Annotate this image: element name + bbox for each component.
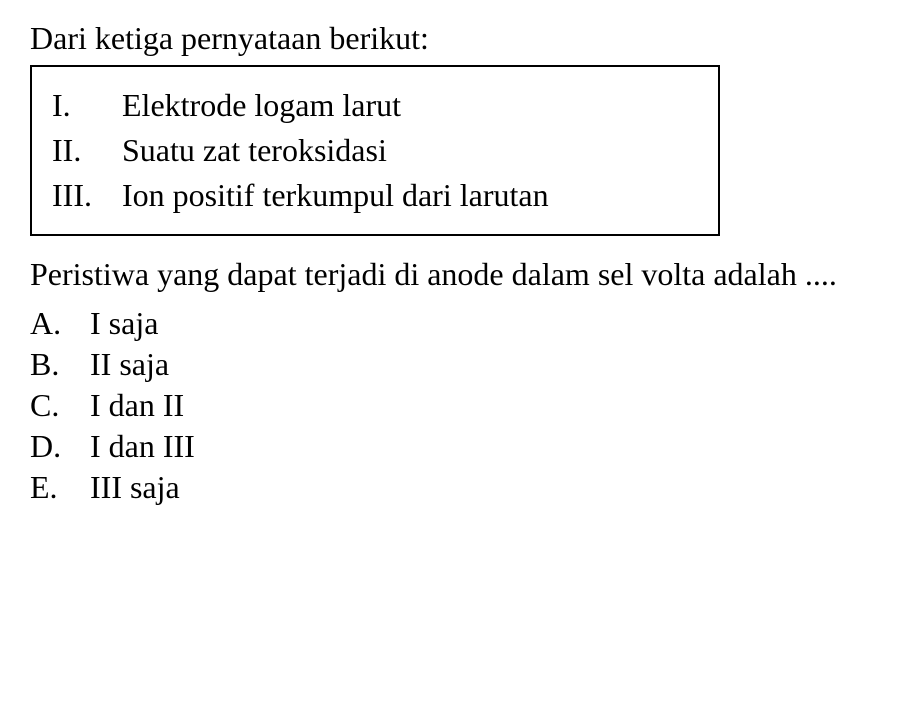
option-text: II saja (90, 346, 169, 383)
option-item: E. III saja (30, 469, 877, 506)
option-item: C. I dan II (30, 387, 877, 424)
option-text: I dan II (90, 387, 184, 424)
option-letter: E. (30, 469, 90, 506)
statements-box: I. Elektrode logam larut II. Suatu zat t… (30, 65, 720, 236)
statement-text: Ion positif terkumpul dari larutan (122, 177, 549, 214)
option-item: D. I dan III (30, 428, 877, 465)
option-letter: C. (30, 387, 90, 424)
statement-item: I. Elektrode logam larut (52, 87, 698, 124)
option-item: A. I saja (30, 305, 877, 342)
statement-item: II. Suatu zat teroksidasi (52, 132, 698, 169)
statement-roman: I. (52, 87, 122, 124)
statement-roman: II. (52, 132, 122, 169)
option-item: B. II saja (30, 346, 877, 383)
option-letter: D. (30, 428, 90, 465)
option-text: I saja (90, 305, 158, 342)
intro-text: Dari ketiga pernyataan berikut: (30, 20, 877, 57)
option-text: I dan III (90, 428, 195, 465)
statement-text: Suatu zat teroksidasi (122, 132, 387, 169)
option-text: III saja (90, 469, 180, 506)
option-letter: B. (30, 346, 90, 383)
statement-roman: III. (52, 177, 122, 214)
question-text: Peristiwa yang dapat terjadi di anode da… (30, 252, 877, 297)
option-letter: A. (30, 305, 90, 342)
statement-text: Elektrode logam larut (122, 87, 401, 124)
options-list: A. I saja B. II saja C. I dan II D. I da… (30, 305, 877, 506)
statement-item: III. Ion positif terkumpul dari larutan (52, 177, 698, 214)
